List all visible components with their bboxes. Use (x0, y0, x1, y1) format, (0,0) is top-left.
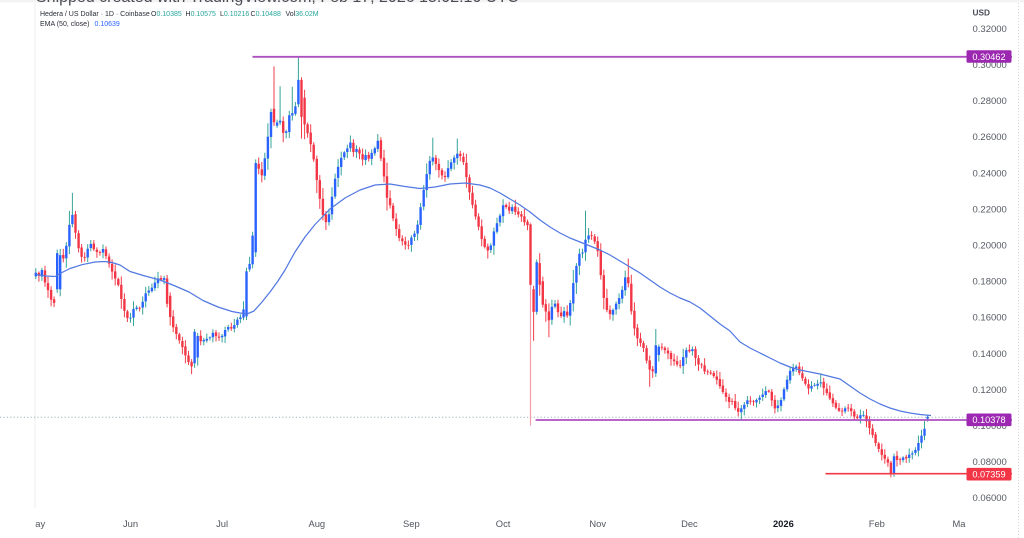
svg-text:Sep: Sep (403, 518, 420, 529)
svg-text:0.08000: 0.08000 (973, 457, 1007, 468)
svg-text:0.14000: 0.14000 (973, 349, 1007, 360)
svg-text:0.07359: 0.07359 (972, 470, 1005, 480)
svg-text:0.18000: 0.18000 (973, 277, 1007, 288)
svg-text:0.20000: 0.20000 (973, 241, 1007, 252)
svg-text:Jul: Jul (216, 518, 228, 529)
svg-text:0.10000: 0.10000 (973, 421, 1007, 432)
svg-text:0.06000: 0.06000 (973, 493, 1007, 504)
svg-text:Aug: Aug (308, 518, 325, 529)
svg-text:0.30462: 0.30462 (972, 52, 1005, 62)
svg-text:Ma: Ma (953, 518, 967, 529)
svg-text:2026: 2026 (773, 518, 794, 529)
svg-text:0.26000: 0.26000 (973, 132, 1007, 143)
svg-text:Jun: Jun (123, 518, 138, 529)
svg-text:0.10378: 0.10378 (972, 415, 1005, 425)
svg-text:Dec: Dec (681, 518, 698, 529)
svg-text:0.22000: 0.22000 (973, 204, 1007, 215)
svg-text:Feb: Feb (869, 518, 885, 529)
svg-text:0.28000: 0.28000 (973, 96, 1007, 107)
svg-text:0.16000: 0.16000 (973, 313, 1007, 324)
svg-text:0.24000: 0.24000 (973, 168, 1007, 179)
svg-text:USD: USD (973, 8, 991, 18)
svg-text:0.30000: 0.30000 (973, 60, 1007, 71)
svg-text:Snipped created with TradingVi: Snipped created with TradingView.com, Fe… (36, 0, 519, 6)
svg-text:Hedera / US Dollar · 1D · Coin: Hedera / US Dollar · 1D · CoinbaseO0.103… (40, 11, 319, 18)
svg-text:0.32000: 0.32000 (973, 24, 1007, 35)
svg-text:0.12000: 0.12000 (973, 385, 1007, 396)
svg-text:EMA (50, close)0.10639: EMA (50, close) 0.10639 (40, 21, 120, 28)
svg-text:Oct: Oct (496, 518, 511, 529)
svg-text:ay: ay (35, 518, 45, 529)
svg-text:Nov: Nov (589, 518, 606, 529)
